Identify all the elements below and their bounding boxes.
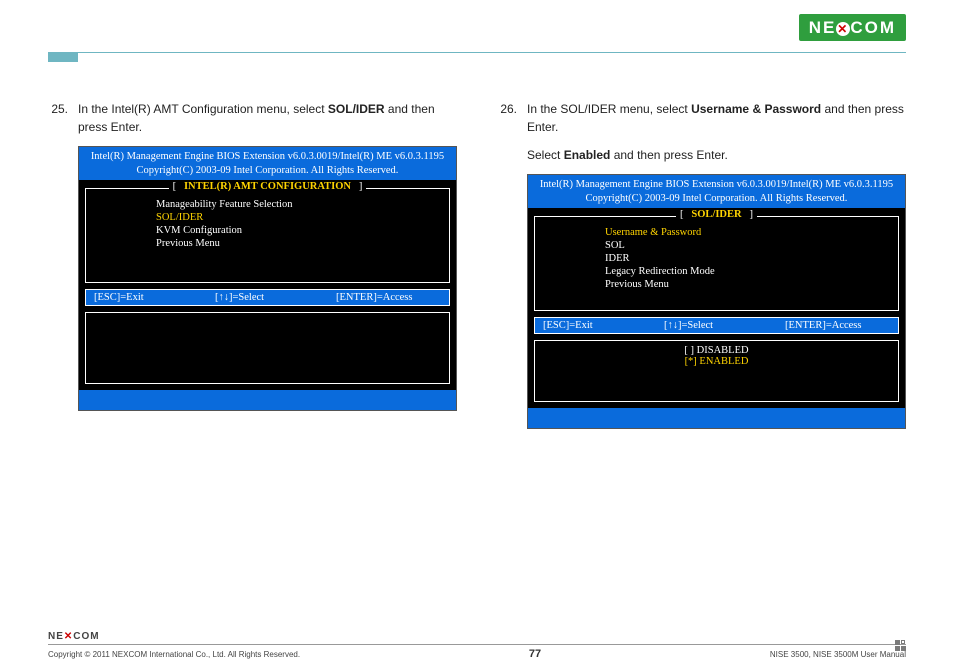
sub-before: Select	[527, 148, 564, 162]
bios-title: [ SOL/IDER ]	[676, 209, 757, 220]
bios-frame: [ SOL/IDER ] Username & Password SOL IDE…	[534, 216, 899, 311]
left-column: 25. In the Intel(R) AMT Configuration me…	[48, 100, 457, 429]
bios-header: Intel(R) Management Engine BIOS Extensio…	[528, 175, 905, 210]
step-25: 25. In the Intel(R) AMT Configuration me…	[48, 100, 457, 136]
menu-item-selected[interactable]: SOL/IDER	[156, 211, 449, 224]
step-number: 26.	[497, 100, 517, 136]
footer-logo: NE✕COM	[48, 631, 906, 642]
nexcom-logo: NE✕COM	[799, 14, 906, 41]
bios-title-text: SOL/IDER	[691, 209, 741, 220]
bios-menu: Username & Password SOL IDER Legacy Redi…	[535, 220, 898, 310]
bios-h1: Intel(R) Management Engine BIOS Extensio…	[532, 178, 901, 192]
bios-h2: Copyright(C) 2003-09 Intel Corporation. …	[532, 192, 901, 206]
bios-h2: Copyright(C) 2003-09 Intel Corporation. …	[83, 164, 452, 178]
footer-rule	[48, 644, 906, 645]
step-bold: SOL/IDER	[328, 102, 385, 116]
hint-enter: [ENTER]=Access	[328, 290, 449, 305]
menu-item[interactable]: Legacy Redirection Mode	[605, 265, 898, 278]
bios-baseband	[79, 390, 456, 410]
bios-lower: [ ] DISABLED [*] ENABLED	[534, 340, 899, 402]
menu-item[interactable]: Manageability Feature Selection	[156, 198, 449, 211]
footer-copyright: Copyright © 2011 NEXCOM International Co…	[48, 650, 300, 659]
footer-row: Copyright © 2011 NEXCOM International Co…	[48, 648, 906, 660]
step-number: 25.	[48, 100, 68, 136]
bios-screen-left: Intel(R) Management Engine BIOS Extensio…	[78, 146, 457, 411]
hint-enter: [ENTER]=Access	[777, 318, 898, 333]
step-bold: Username & Password	[691, 102, 821, 116]
bios-h1: Intel(R) Management Engine BIOS Extensio…	[83, 150, 452, 164]
step-text: In the Intel(R) AMT Configuration menu, …	[78, 102, 328, 116]
page-number: 77	[529, 648, 541, 660]
sub-bold: Enabled	[564, 148, 611, 162]
hint-select: [↑↓]=Select	[656, 318, 777, 333]
menu-item[interactable]: Previous Menu	[605, 278, 898, 291]
bios-footer: [ESC]=Exit [↑↓]=Select [ENTER]=Access	[534, 317, 899, 334]
bios-lower	[85, 312, 450, 384]
sub-after: and then press Enter.	[610, 148, 727, 162]
step-26: 26. In the SOL/IDER menu, select Usernam…	[497, 100, 906, 136]
bios-title-wrap: [ SOL/IDER ]	[535, 209, 898, 220]
menu-item[interactable]: SOL	[605, 239, 898, 252]
bios-header: Intel(R) Management Engine BIOS Extensio…	[79, 147, 456, 182]
bios-title-wrap: [ INTEL(R) AMT CONFIGURATION ]	[86, 181, 449, 192]
bios-menu: Manageability Feature Selection SOL/IDER…	[86, 192, 449, 282]
bios-title-text: INTEL(R) AMT CONFIGURATION	[184, 181, 351, 192]
step-subline: Select Enabled and then press Enter.	[527, 146, 906, 164]
bios-baseband	[528, 408, 905, 428]
hint-esc: [ESC]=Exit	[86, 290, 207, 305]
menu-item[interactable]: IDER	[605, 252, 898, 265]
menu-item[interactable]: Previous Menu	[156, 237, 449, 250]
hint-select: [↑↓]=Select	[207, 290, 328, 305]
page-footer: NE✕COM Copyright © 2011 NEXCOM Internati…	[48, 631, 906, 660]
header-rule	[48, 52, 906, 53]
bios-frame: [ INTEL(R) AMT CONFIGURATION ] Manageabi…	[85, 188, 450, 283]
opt-disabled[interactable]: [ ] DISABLED	[535, 345, 898, 356]
menu-item-selected[interactable]: Username & Password	[605, 226, 898, 239]
step-body: In the Intel(R) AMT Configuration menu, …	[78, 100, 457, 136]
manual-page: NE✕COM 25. In the Intel(R) AMT Configura…	[0, 0, 954, 672]
menu-item[interactable]: KVM Configuration	[156, 224, 449, 237]
footer-doc-title: NISE 3500, NISE 3500M User Manual	[770, 650, 906, 659]
step-body: In the SOL/IDER menu, select Username & …	[527, 100, 906, 136]
content-columns: 25. In the Intel(R) AMT Configuration me…	[48, 100, 906, 429]
hint-esc: [ESC]=Exit	[535, 318, 656, 333]
right-column: 26. In the SOL/IDER menu, select Usernam…	[497, 100, 906, 429]
header-tab	[48, 52, 78, 62]
header-logo: NE✕COM	[799, 18, 906, 38]
bios-footer: [ESC]=Exit [↑↓]=Select [ENTER]=Access	[85, 289, 450, 306]
step-text: In the SOL/IDER menu, select	[527, 102, 691, 116]
bios-title: [ INTEL(R) AMT CONFIGURATION ]	[169, 181, 367, 192]
footer-ornament-icon	[895, 640, 906, 651]
bios-screen-right: Intel(R) Management Engine BIOS Extensio…	[527, 174, 906, 429]
opt-enabled[interactable]: [*] ENABLED	[535, 356, 898, 367]
